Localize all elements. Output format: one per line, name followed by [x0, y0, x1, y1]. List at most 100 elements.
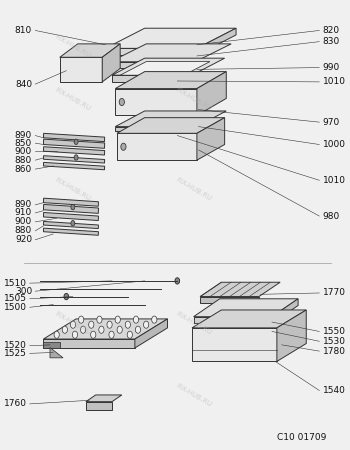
Polygon shape: [43, 212, 98, 220]
Text: 1010: 1010: [323, 176, 345, 185]
Circle shape: [97, 316, 102, 323]
Text: 880: 880: [15, 156, 32, 165]
Circle shape: [74, 139, 78, 144]
Text: FIX-HUB.RU: FIX-HUB.RU: [175, 382, 212, 408]
Text: 1525: 1525: [4, 349, 27, 358]
Polygon shape: [200, 297, 259, 303]
Text: 980: 980: [323, 212, 340, 220]
Polygon shape: [120, 62, 210, 75]
Circle shape: [260, 317, 264, 323]
Polygon shape: [197, 117, 225, 160]
Text: 860: 860: [15, 165, 32, 174]
Polygon shape: [43, 339, 135, 348]
Text: FIX-HUB.RU: FIX-HUB.RU: [54, 33, 92, 59]
Polygon shape: [277, 310, 306, 361]
Polygon shape: [146, 77, 189, 86]
Polygon shape: [43, 198, 98, 206]
Text: 820: 820: [323, 26, 340, 35]
Circle shape: [135, 326, 141, 333]
Text: 1780: 1780: [323, 346, 345, 356]
Polygon shape: [110, 44, 231, 62]
Circle shape: [109, 331, 114, 338]
Polygon shape: [115, 72, 226, 89]
Polygon shape: [192, 328, 277, 361]
Circle shape: [127, 331, 132, 338]
Text: 1770: 1770: [323, 288, 345, 297]
Text: 1000: 1000: [323, 140, 345, 149]
Circle shape: [133, 316, 139, 323]
Polygon shape: [60, 44, 120, 57]
Text: 1530: 1530: [323, 337, 345, 346]
Polygon shape: [43, 319, 168, 339]
Polygon shape: [197, 72, 226, 116]
Text: FIX-HUB.RU: FIX-HUB.RU: [54, 87, 92, 112]
Polygon shape: [43, 133, 105, 142]
Circle shape: [70, 321, 76, 328]
Circle shape: [121, 143, 126, 150]
Text: 920: 920: [15, 235, 32, 244]
Polygon shape: [43, 139, 105, 149]
Text: 1760: 1760: [4, 400, 27, 409]
Circle shape: [71, 220, 75, 226]
Text: 300: 300: [15, 287, 32, 296]
Text: 1010: 1010: [323, 77, 345, 86]
Polygon shape: [43, 228, 98, 235]
Text: 970: 970: [323, 117, 340, 126]
Text: 900: 900: [15, 147, 32, 156]
Circle shape: [99, 326, 104, 333]
Text: 830: 830: [323, 37, 340, 46]
Polygon shape: [115, 111, 226, 126]
Polygon shape: [135, 319, 168, 348]
Text: FIX-HUB.RU: FIX-HUB.RU: [175, 311, 212, 336]
Text: C10 01709: C10 01709: [276, 433, 326, 442]
Polygon shape: [43, 156, 105, 163]
Polygon shape: [272, 299, 298, 324]
Circle shape: [74, 155, 78, 160]
Polygon shape: [197, 28, 236, 55]
Text: FIX-HUB.RU: FIX-HUB.RU: [54, 176, 92, 202]
Polygon shape: [200, 282, 280, 297]
Text: 1510: 1510: [4, 279, 27, 288]
Circle shape: [115, 316, 120, 323]
Circle shape: [144, 321, 149, 328]
Polygon shape: [112, 58, 225, 75]
Circle shape: [175, 278, 180, 284]
Text: 1520: 1520: [4, 341, 27, 350]
Circle shape: [89, 321, 94, 328]
Polygon shape: [60, 57, 102, 82]
Text: 810: 810: [15, 26, 32, 35]
Circle shape: [91, 331, 96, 338]
Circle shape: [72, 331, 78, 338]
Polygon shape: [194, 299, 298, 317]
Circle shape: [117, 326, 122, 333]
Polygon shape: [43, 147, 105, 155]
Polygon shape: [192, 310, 306, 328]
Text: 840: 840: [15, 80, 32, 89]
Circle shape: [64, 293, 69, 300]
Polygon shape: [110, 62, 195, 68]
Circle shape: [78, 316, 84, 323]
Text: FIX-HUB.RU: FIX-HUB.RU: [175, 87, 212, 112]
Text: 1505: 1505: [4, 294, 27, 303]
Circle shape: [71, 204, 75, 210]
Polygon shape: [115, 126, 197, 131]
Text: 1550: 1550: [323, 327, 345, 336]
Circle shape: [125, 321, 131, 328]
Text: FIX-HUB.RU: FIX-HUB.RU: [175, 176, 212, 202]
Text: 890: 890: [15, 200, 32, 209]
Polygon shape: [86, 395, 122, 402]
Polygon shape: [43, 342, 60, 347]
Text: 890: 890: [15, 131, 32, 140]
Polygon shape: [102, 44, 120, 82]
Polygon shape: [50, 347, 63, 358]
Circle shape: [107, 321, 112, 328]
Polygon shape: [115, 89, 197, 116]
Circle shape: [152, 316, 157, 323]
Polygon shape: [43, 204, 98, 213]
Polygon shape: [117, 117, 225, 133]
Text: 880: 880: [15, 226, 32, 235]
Circle shape: [62, 326, 68, 333]
Text: 1500: 1500: [4, 303, 27, 312]
Text: 850: 850: [15, 139, 32, 148]
Polygon shape: [43, 221, 98, 229]
